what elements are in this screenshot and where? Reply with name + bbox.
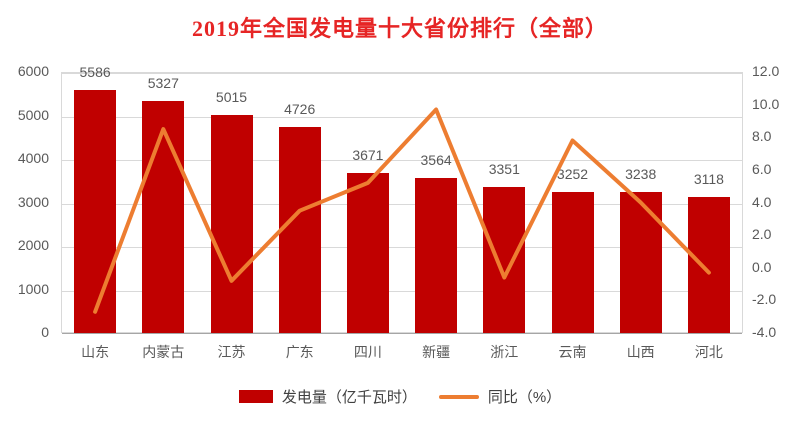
bar-value-label: 5327	[147, 75, 179, 92]
left-axis-tick: 0	[41, 324, 49, 340]
bar-河北	[687, 197, 730, 333]
gridline	[62, 247, 742, 248]
bar-新疆	[415, 177, 458, 333]
bar-value-label: 5586	[79, 64, 111, 80]
bar-内蒙古	[142, 101, 185, 333]
legend-label-yoy: 同比（%）	[487, 389, 562, 406]
bar-value-label: 3238	[625, 166, 657, 183]
legend: 发电量（亿千瓦时） 同比（%）	[0, 386, 800, 407]
legend-item-generation: 发电量（亿千瓦时）	[238, 386, 417, 407]
gridline	[62, 333, 742, 334]
bar-云南	[551, 191, 594, 333]
left-axis-tick: 5000	[17, 106, 49, 123]
left-axis-tick: 4000	[17, 150, 49, 166]
bar-value-label: 5015	[215, 88, 248, 105]
category-label-广东: 广东	[285, 344, 314, 360]
gridline	[62, 290, 742, 292]
right-axis-tick: 6.0	[752, 160, 772, 177]
category-label-河北: 河北	[694, 344, 723, 360]
right-axis-tick: 12.0	[752, 63, 780, 79]
bar-山东	[74, 90, 117, 333]
category-label-新疆: 新疆	[422, 344, 451, 360]
bar-广东	[278, 127, 321, 333]
right-axis-tick: 2.0	[752, 226, 772, 243]
category-label-山西: 山西	[626, 344, 655, 360]
bar-value-label: 3564	[420, 151, 452, 168]
bar-浙江	[483, 187, 526, 333]
right-axis-tick: 10.0	[752, 95, 780, 112]
gridline	[62, 116, 742, 118]
right-axis-tick: 8.0	[752, 128, 772, 145]
category-label-浙江: 浙江	[490, 344, 519, 360]
right-axis-tick: 0.0	[752, 258, 772, 275]
bar-江苏	[210, 114, 253, 333]
gridline	[62, 73, 742, 74]
line-swatch-icon	[438, 394, 479, 399]
plot-area	[61, 72, 743, 334]
category-label-江苏: 江苏	[217, 344, 246, 360]
yoy-line	[93, 107, 711, 314]
category-label-云南: 云南	[558, 344, 587, 360]
left-axis-tick: 1000	[17, 280, 49, 297]
category-label-内蒙古: 内蒙古	[142, 344, 185, 360]
gridline	[62, 160, 742, 161]
page-title: 2019年全国发电量十大省份排行（全部）	[191, 16, 608, 41]
left-axis-tick: 3000	[17, 193, 49, 210]
bar-swatch-icon	[238, 390, 273, 403]
bar-value-label: 3252	[556, 165, 589, 182]
gridline	[62, 203, 742, 205]
right-axis-tick: -2.0	[752, 291, 777, 308]
right-axis-tick: 4.0	[752, 193, 772, 210]
legend-label-generation: 发电量（亿千瓦时）	[281, 389, 417, 406]
category-label-四川: 四川	[353, 344, 382, 360]
yoy-line-series	[93, 107, 711, 314]
right-axis-tick: -4.0	[752, 324, 777, 340]
left-axis-tick: 6000	[17, 63, 49, 79]
bar-value-label: 3351	[488, 161, 520, 178]
category-label-山东: 山东	[81, 344, 110, 360]
legend-item-yoy: 同比（%）	[438, 386, 562, 407]
bar-四川	[346, 173, 389, 333]
bar-value-label: 4726	[284, 101, 316, 118]
bar-value-label: 3118	[693, 171, 724, 188]
bar-value-label: 3671	[352, 147, 384, 164]
left-axis-tick: 2000	[17, 237, 49, 253]
